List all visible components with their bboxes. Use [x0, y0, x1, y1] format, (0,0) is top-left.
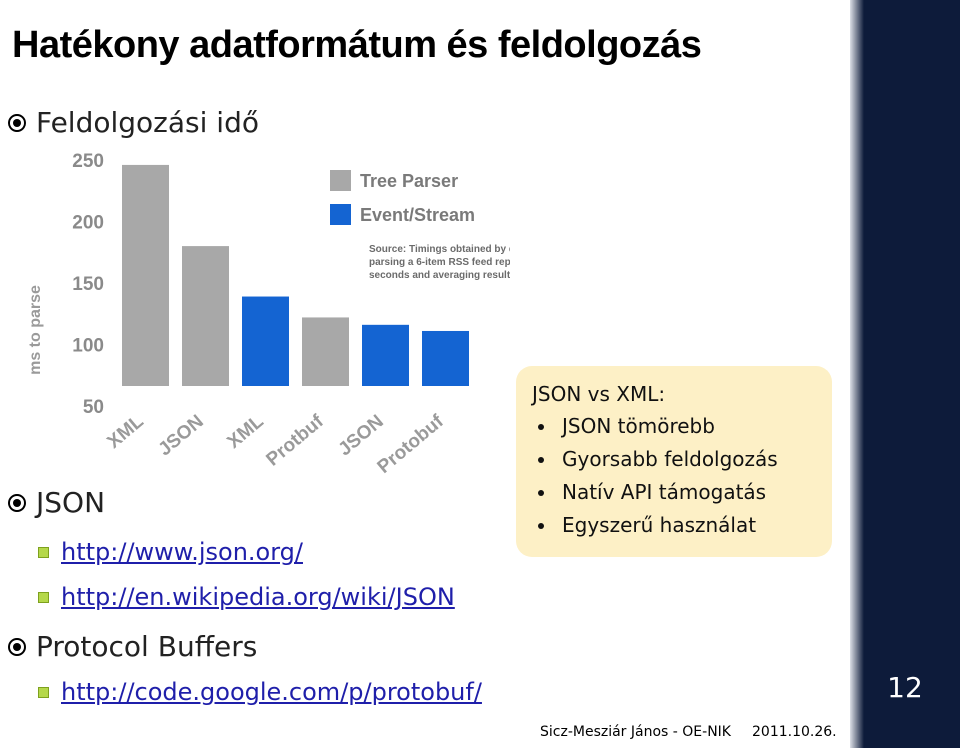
callout-item: Gyorsabb feldolgozás: [532, 443, 816, 476]
callout-item: Natív API támogatás: [532, 476, 816, 509]
target-bullet-icon: [8, 113, 26, 132]
chart-annotation: parsing a 6-item RSS feed repeatedly for…: [369, 257, 510, 268]
bullet-protobuf: Protocol Buffers: [8, 630, 257, 663]
chart-annotation: seconds and averaging results.: [369, 270, 510, 281]
bar-5: [422, 330, 469, 386]
protobuf-link[interactable]: http://code.google.com/p/protobuf/: [61, 678, 482, 706]
y-axis-label: ms to parse: [27, 285, 44, 375]
y-tick-label: 200: [72, 213, 104, 234]
chart-annotation: Source: Timings obtained by downloading …: [369, 244, 510, 255]
callout-item: JSON tömörebb: [532, 410, 816, 443]
bullet-json-link1: http://www.json.org/: [38, 538, 303, 566]
bullet-json-label: JSON: [36, 486, 106, 519]
square-bullet-icon: [38, 686, 49, 698]
bar-1: [182, 246, 229, 386]
bar-3: [302, 317, 349, 386]
bullet-processing-time-label: Feldolgozási idő: [36, 106, 259, 139]
json-vs-xml-callout: JSON vs XML: JSON tömörebb Gyorsabb feld…: [516, 366, 832, 557]
x-tick-label: Protbuf: [262, 411, 328, 471]
x-tick-label: JSON: [335, 411, 388, 460]
page-number: 12: [887, 671, 923, 704]
square-bullet-icon: [38, 591, 49, 603]
x-tick-label: XML: [104, 411, 149, 453]
bar-0: [122, 164, 169, 386]
bar-4: [362, 324, 409, 386]
x-tick-label: JSON: [155, 411, 208, 460]
wikipedia-json-link[interactable]: http://en.wikipedia.org/wiki/JSON: [61, 583, 455, 611]
callout-item: Egyszerű használat: [532, 509, 816, 542]
y-tick-label: 150: [72, 274, 104, 295]
legend-label: Tree Parser: [360, 171, 458, 191]
y-tick-label: 250: [72, 151, 104, 172]
bullet-json: JSON: [8, 486, 105, 519]
bar-2: [242, 296, 289, 386]
callout-list: JSON tömörebb Gyorsabb feldolgozás Natív…: [532, 410, 816, 542]
target-bullet-icon: [8, 493, 26, 512]
sidebar-decoration: [850, 0, 960, 748]
target-bullet-icon: [8, 637, 26, 656]
bullet-json-link2: http://en.wikipedia.org/wiki/JSON: [38, 583, 455, 611]
x-tick-label: XML: [224, 411, 269, 453]
bullet-processing-time: Feldolgozási idő: [8, 106, 259, 139]
bullet-protobuf-label: Protocol Buffers: [36, 630, 258, 663]
legend-swatch: [330, 170, 351, 191]
square-bullet-icon: [38, 546, 49, 558]
footer-author: Sicz-Mesziár János - OE-NIK: [540, 724, 731, 740]
slide-title: Hatékony adatformátum és feldolgozás: [12, 24, 702, 66]
json-org-link[interactable]: http://www.json.org/: [61, 538, 303, 566]
legend-swatch: [330, 204, 351, 225]
bullet-protobuf-link: http://code.google.com/p/protobuf/: [38, 678, 482, 706]
legend-label: Event/Stream: [360, 205, 475, 225]
y-tick-label: 100: [72, 336, 104, 357]
callout-title: JSON vs XML:: [532, 382, 666, 406]
y-tick-label: 50: [83, 397, 104, 418]
footer-date: 2011.10.26.: [752, 724, 837, 740]
x-tick-label: Protobuf: [374, 411, 449, 478]
